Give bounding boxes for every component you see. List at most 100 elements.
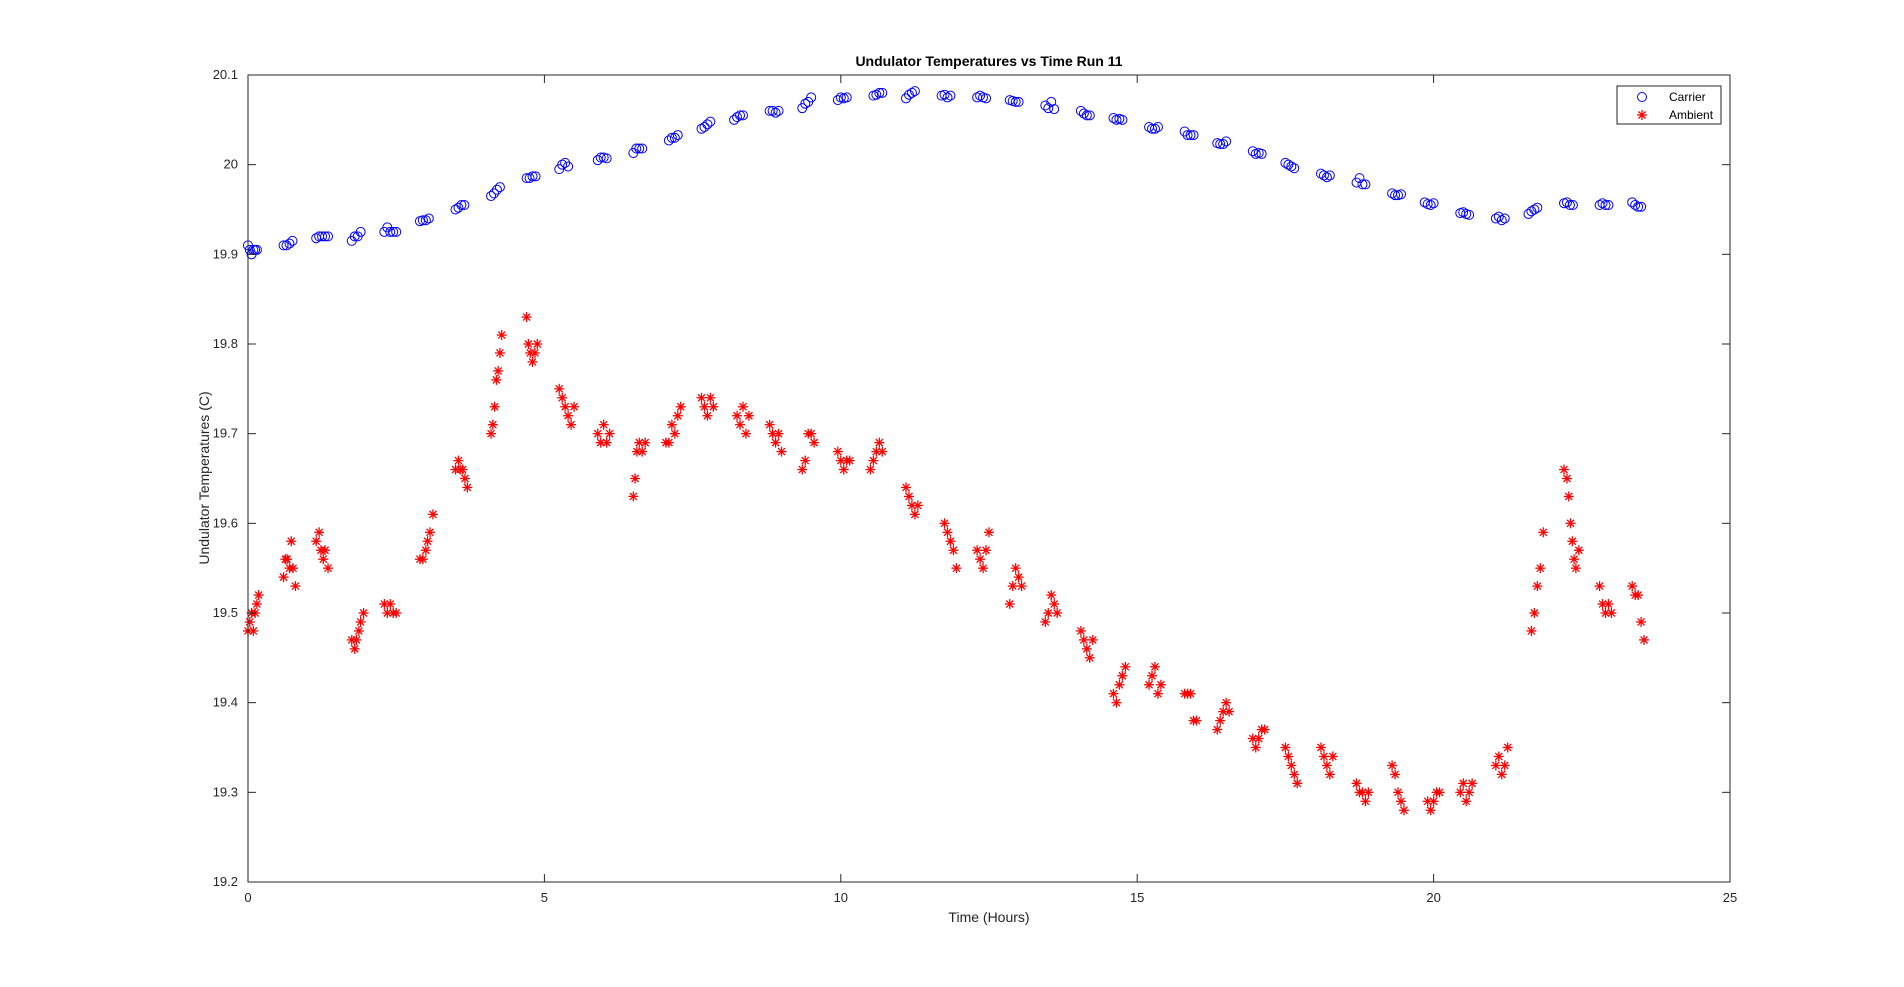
point-ambient <box>939 518 950 529</box>
chart-title: Undulator Temperatures vs Time Run 11 <box>855 53 1122 69</box>
point-ambient <box>699 401 710 412</box>
point-ambient <box>835 455 846 466</box>
point-ambient <box>529 347 540 358</box>
point-ambient <box>318 554 329 565</box>
point-carrier <box>800 98 811 109</box>
point-ambient <box>1569 554 1580 565</box>
point-ambient <box>1081 643 1092 654</box>
point-carrier <box>1247 146 1258 157</box>
point-carrier <box>601 153 612 164</box>
point-carrier <box>634 143 645 154</box>
point-carrier <box>1040 100 1051 111</box>
point-carrier <box>767 105 778 116</box>
point-ambient <box>1434 787 1445 798</box>
point-ambient <box>527 356 538 367</box>
point-carrier <box>702 119 713 130</box>
point-ambient <box>1013 572 1024 583</box>
x-tick-label: 5 <box>541 890 548 905</box>
point-carrier <box>1321 172 1332 183</box>
point-ambient <box>557 392 568 403</box>
point-ambient <box>1147 670 1158 681</box>
point-ambient <box>773 428 784 439</box>
point-carrier <box>806 92 817 103</box>
point-carrier <box>1182 130 1193 141</box>
point-ambient <box>1259 724 1270 735</box>
point-ambient <box>1185 688 1196 699</box>
point-ambient <box>1221 697 1232 708</box>
point-ambient <box>314 527 325 538</box>
point-carrier <box>1357 179 1368 190</box>
point-carrier <box>1636 201 1647 212</box>
point-carrier <box>317 231 328 242</box>
point-ambient <box>282 554 293 565</box>
point-ambient <box>1324 769 1335 780</box>
point-carrier <box>320 231 331 242</box>
x-axis-label: Time (Hours) <box>948 909 1029 925</box>
plot-area <box>248 75 1730 882</box>
point-ambient <box>1286 760 1297 771</box>
point-ambient <box>496 330 507 341</box>
point-ambient <box>560 401 571 412</box>
point-ambient <box>1040 616 1051 627</box>
point-carrier <box>1529 204 1540 215</box>
x-tick-label: 0 <box>244 890 251 905</box>
point-carrier <box>1280 157 1291 168</box>
axis-ticks: 0 5 10 15 20 25 19.2 19.3 19.4 19.5 19.6 19.7 19.8 19… <box>213 67 1738 905</box>
point-carrier <box>595 152 606 163</box>
point-carrier <box>1152 122 1163 133</box>
point-ambient <box>809 437 820 448</box>
point-ambient <box>493 365 504 376</box>
point-ambient <box>868 455 879 466</box>
point-ambient <box>595 437 606 448</box>
point-carrier <box>1283 159 1294 170</box>
y-tick-label: 19.3 <box>213 784 238 799</box>
y-tick-label: 19.5 <box>213 605 238 620</box>
point-ambient <box>1149 661 1160 672</box>
point-carrier <box>1561 197 1572 208</box>
point-carrier <box>975 90 986 101</box>
point-carrier <box>1013 96 1024 107</box>
point-carrier <box>456 200 467 211</box>
point-carrier <box>1633 201 1644 212</box>
point-ambient <box>1603 599 1614 610</box>
point-ambient <box>1351 778 1362 789</box>
y-tick-label: 20.1 <box>213 67 238 82</box>
point-carrier <box>1256 148 1267 159</box>
point-ambient <box>737 401 748 412</box>
point-ambient <box>355 616 366 627</box>
point-ambient <box>1292 778 1303 789</box>
point-ambient <box>1606 608 1617 618</box>
point-ambient <box>628 491 639 502</box>
point-ambient <box>1398 805 1409 816</box>
point-carrier <box>491 184 502 195</box>
point-ambient <box>702 410 713 421</box>
point-carrier <box>1564 200 1575 211</box>
point-ambient <box>1191 715 1202 726</box>
point-ambient <box>1639 634 1650 645</box>
point-ambient <box>462 482 473 493</box>
x-tick-label: 15 <box>1130 890 1144 905</box>
point-ambient <box>1049 599 1060 610</box>
point-carrier <box>841 92 852 103</box>
point-carrier <box>459 200 470 211</box>
point-ambient <box>1499 760 1510 771</box>
point-carrier <box>672 130 683 141</box>
point-ambient <box>1502 742 1513 753</box>
point-ambient <box>424 527 435 538</box>
point-ambient <box>427 509 438 520</box>
point-ambient <box>901 482 912 493</box>
point-carrier <box>1354 173 1365 184</box>
point-ambient <box>1532 581 1543 592</box>
point-ambient <box>806 428 817 439</box>
point-carrier <box>1149 123 1160 134</box>
y-tick-label: 20 <box>224 157 238 172</box>
point-ambient <box>286 536 297 547</box>
point-ambient <box>1395 796 1406 807</box>
point-ambient <box>349 643 360 654</box>
point-ambient <box>948 545 959 556</box>
point-carrier <box>1010 96 1021 107</box>
point-ambient <box>1111 697 1122 708</box>
point-ambient <box>1084 652 1095 663</box>
point-carrier <box>388 226 399 237</box>
x-tick-label: 10 <box>834 890 848 905</box>
